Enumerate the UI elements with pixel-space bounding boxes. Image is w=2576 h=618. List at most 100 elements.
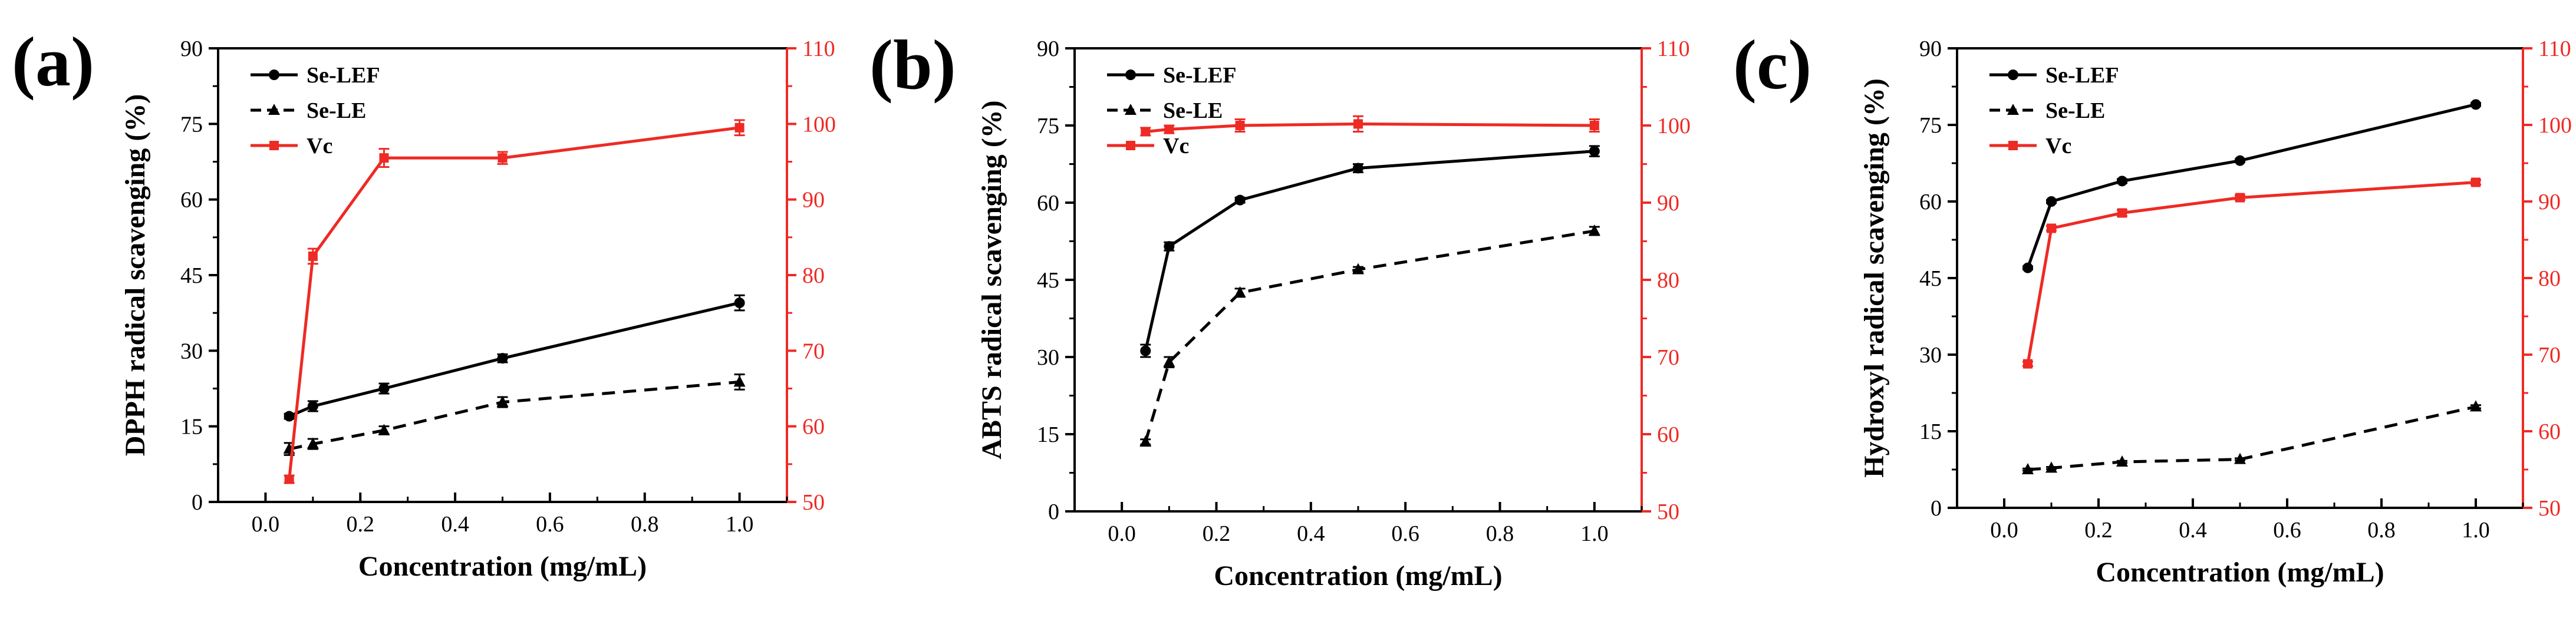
data-point	[1164, 124, 1174, 134]
data-point	[734, 123, 745, 133]
y2-tick-label: 50	[1657, 500, 1679, 524]
data-point	[733, 375, 746, 387]
data-point	[284, 474, 294, 484]
legend-label: Vc	[1163, 134, 1189, 158]
panel-1: 0.0 0.2 0.4 0.6 0.8 1.0 0 15 30 45 60 75 90 50 60 70 80 9…	[12, 22, 836, 582]
series-se-le	[1139, 224, 1600, 447]
data-point	[1140, 345, 1151, 356]
data-point	[1353, 119, 1363, 129]
series-vc	[2022, 177, 2481, 369]
x-axis-label: Concentration (mg/mL)	[2096, 557, 2384, 588]
legend-marker	[269, 141, 279, 150]
data-point	[378, 383, 390, 394]
series-line	[1144, 150, 1595, 352]
y2-tick-label: 100	[802, 112, 836, 137]
data-point	[1235, 121, 1245, 130]
data-point	[307, 401, 318, 412]
legend-label: Se-LE	[1163, 98, 1223, 123]
legend-label: Se-LE	[307, 98, 366, 123]
x-tick-label: 1.0	[1580, 521, 1609, 546]
data-point	[307, 437, 319, 449]
y-tick-label: 30	[1919, 343, 1942, 368]
y-tick-label: 75	[1919, 113, 1942, 138]
x-tick-label: 0.0	[252, 512, 280, 537]
x-tick-label: 0.4	[2179, 518, 2207, 543]
data-point	[496, 395, 509, 407]
y-tick-label: 0	[1931, 496, 1942, 521]
legend-marker	[2008, 70, 2018, 80]
legend-label: Se-LEF	[307, 63, 380, 88]
y-tick-label: 15	[1037, 422, 1059, 447]
x-axis-label: Concentration (mg/mL)	[358, 551, 647, 582]
data-point	[2471, 177, 2481, 187]
x-tick-label: 0.0	[1108, 521, 1136, 546]
data-point	[2022, 262, 2033, 273]
y2-tick-label: 100	[2538, 113, 2572, 138]
x-tick-label: 0.2	[2084, 518, 2113, 543]
data-point	[498, 153, 508, 163]
x-tick-label: 0.8	[2367, 518, 2396, 543]
y2-tick-label: 100	[1657, 114, 1691, 138]
data-point	[2117, 208, 2127, 218]
x-tick-label: 0.8	[1486, 521, 1514, 546]
y2-tick-label: 80	[1657, 268, 1679, 293]
y2-tick-label: 60	[802, 415, 825, 439]
legend-label: Vc	[307, 134, 332, 158]
y-tick-label: 60	[1037, 191, 1059, 216]
data-point	[2234, 452, 2246, 464]
data-point	[2045, 461, 2057, 473]
series-line	[289, 380, 740, 451]
y-tick-label: 75	[1037, 114, 1059, 138]
series-vc	[284, 119, 745, 484]
y-tick-label: 45	[1037, 268, 1059, 293]
x-tick-label: 0.6	[1391, 521, 1419, 546]
y2-tick-label: 110	[802, 37, 835, 61]
y-tick-label: 15	[180, 415, 203, 439]
data-point	[1163, 355, 1175, 367]
panel-label: (a)	[12, 22, 94, 101]
y2-tick-label: 70	[1657, 345, 1679, 370]
legend-marker	[268, 104, 280, 115]
panel-label: (b)	[869, 25, 956, 104]
y2-tick-label: 90	[2538, 190, 2561, 214]
data-point	[1589, 121, 1599, 130]
y-tick-label: 75	[180, 112, 203, 137]
data-point	[2116, 455, 2128, 467]
data-point	[1352, 263, 1364, 275]
legend-marker	[1125, 70, 1136, 80]
series-vc	[1140, 115, 1600, 137]
y-tick-label: 90	[1037, 37, 1059, 61]
panel-2: 0.0 0.2 0.4 0.6 0.8 1.0 0 15 30 45 60 75 90 50 60 70 80 9…	[869, 25, 1691, 591]
data-point	[2022, 463, 2034, 474]
x-tick-label: 0.6	[536, 512, 564, 537]
x-axis-label: Concentration (mg/mL)	[1214, 560, 1502, 591]
data-point	[2047, 223, 2056, 233]
legend-marker	[1126, 141, 1135, 150]
series-se-lef	[1140, 145, 1600, 358]
data-point	[734, 298, 745, 309]
data-point	[379, 153, 389, 163]
legend-label: Se-LEF	[2045, 63, 2119, 88]
data-point	[1141, 127, 1151, 137]
x-tick-label: 0.4	[1297, 521, 1325, 546]
data-point	[2470, 400, 2482, 412]
data-point	[284, 411, 295, 422]
data-point	[1234, 286, 1246, 298]
y-tick-label: 90	[1919, 37, 1942, 61]
y-axis-label: Hydroxyl radical scavenging (%)	[1859, 78, 1890, 478]
x-tick-label: 0.0	[1990, 518, 2018, 543]
data-point	[308, 251, 318, 261]
series-line	[2026, 181, 2476, 365]
data-point	[1164, 241, 1175, 252]
y-tick-label: 90	[180, 37, 203, 61]
legend-label: Vc	[2045, 134, 2071, 158]
series-line	[288, 301, 740, 418]
data-point	[1589, 146, 1600, 157]
data-point	[2235, 155, 2245, 166]
x-tick-label: 0.6	[2273, 518, 2301, 543]
x-tick-label: 1.0	[2462, 518, 2490, 543]
y-tick-label: 30	[180, 339, 203, 363]
x-tick-label: 0.2	[1203, 521, 1231, 546]
